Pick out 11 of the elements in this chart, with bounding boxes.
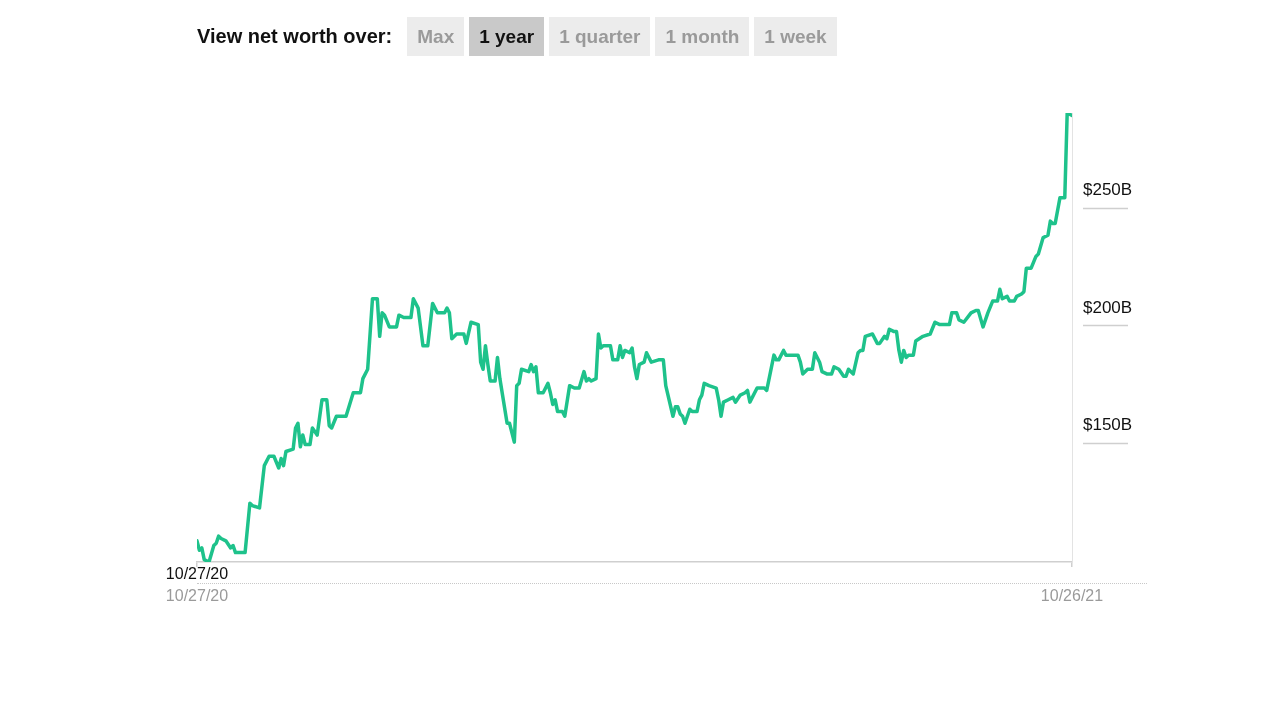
x-tick-label: 10/26/21 bbox=[1040, 587, 1104, 605]
y-tick-label: $150B bbox=[1083, 415, 1133, 435]
period-button[interactable]: 1 quarter bbox=[549, 17, 651, 56]
period-button[interactable]: Max bbox=[407, 17, 465, 56]
period-button[interactable]: 1 year bbox=[469, 17, 545, 56]
text: 10/27/20 bbox=[165, 565, 229, 583]
period-button[interactable]: 1 month bbox=[655, 17, 750, 56]
y-tick-label: $200B bbox=[1083, 297, 1133, 317]
chart-title: View net worth over: bbox=[197, 25, 393, 48]
y-tick-label: $250B bbox=[1083, 180, 1133, 200]
period-button[interactable]: 1 week bbox=[754, 17, 837, 56]
